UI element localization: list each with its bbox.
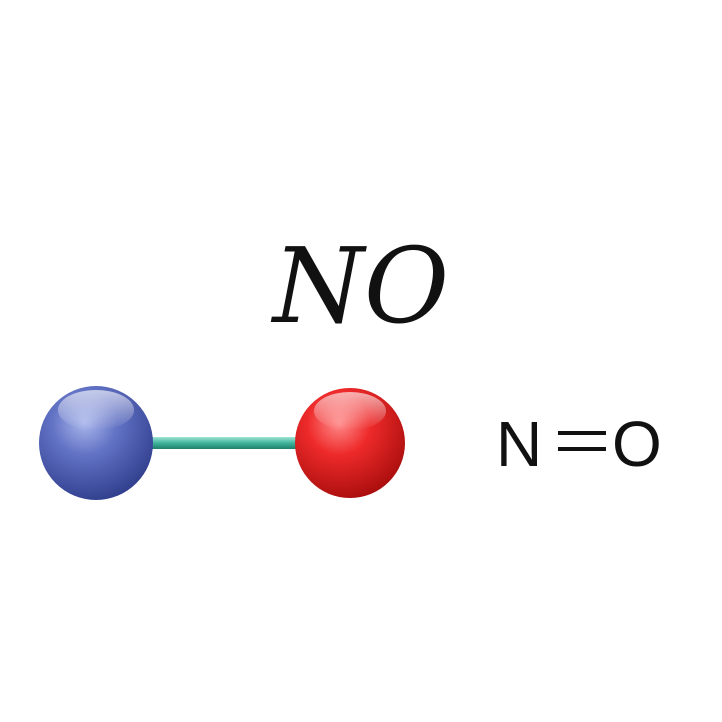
structural-atom-o: O <box>612 408 662 480</box>
atom-oxygen <box>295 388 405 498</box>
double-bond-symbol <box>558 431 606 451</box>
formula-title: NO <box>270 225 449 347</box>
bond <box>140 437 308 449</box>
structural-atom-n: N <box>496 408 542 480</box>
atom-nitrogen <box>39 386 153 500</box>
